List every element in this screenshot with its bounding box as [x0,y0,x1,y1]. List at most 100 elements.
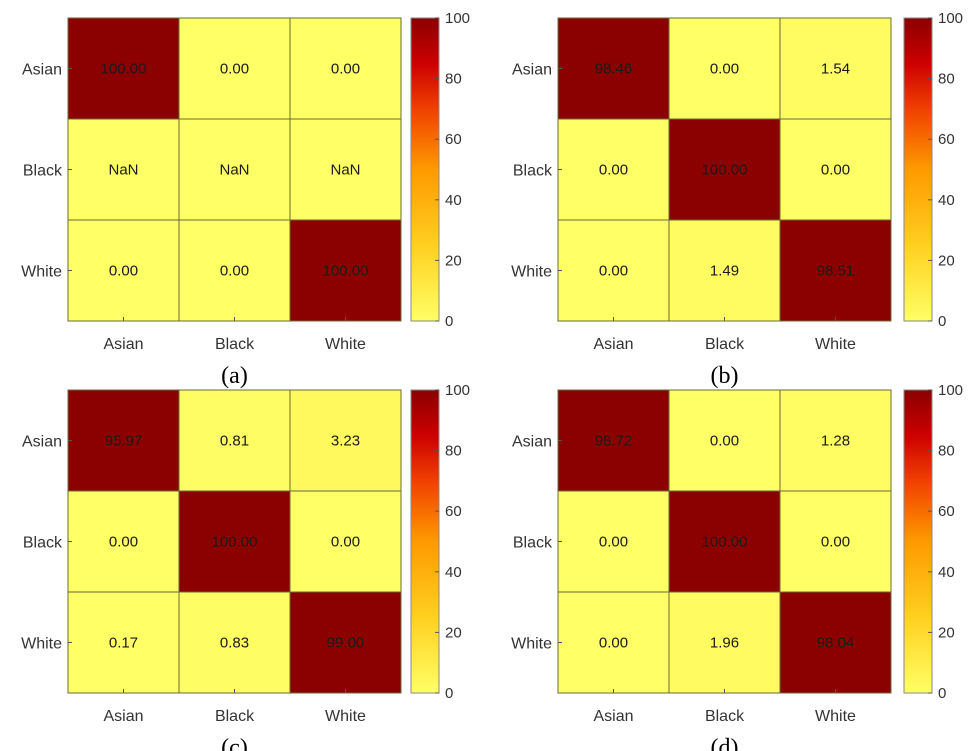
colorbar-tick-label: 60 [938,503,955,520]
y-tick-label: White [21,636,62,653]
colorbar-tick-label: 20 [938,624,955,641]
cell-value-label: 100.00 [212,534,258,551]
panel-label: (c) [221,735,248,751]
heatmap-panel: 95.97 0.81 3.23 0.00 100.00 0.00 0.17 0.83 99.00… [21,382,470,751]
cell-value-label: 0.00 [821,534,850,551]
heatmap-cell [178,490,291,593]
colorbar [903,17,933,322]
heatmap-cell [178,118,291,221]
y-tick-label: Asian [512,62,552,79]
heatmap-cell [557,389,670,492]
cell-value-label: 0.00 [710,433,739,450]
x-tick-label: White [325,708,366,725]
cell-value-label: 0.00 [109,263,138,280]
cell-value-label: 0.00 [599,263,628,280]
y-tick-label: White [21,264,62,281]
colorbar-tick-label: 40 [938,192,955,209]
colorbar-tick-label: 20 [445,624,462,641]
colorbar-tick-label: 80 [445,71,462,88]
cell-value-label: 100.00 [323,263,369,280]
heatmap-cell [178,389,291,492]
heatmap-cell [557,118,670,221]
cell-value-label: 0.00 [599,162,628,179]
cell-value-label: 0.17 [109,635,138,652]
cell-value-label: 95.97 [105,433,143,450]
cell-value-label: 98.04 [817,635,855,652]
heatmap-cell [67,389,180,492]
heatmap-panel: 98.46 0.00 1.54 0.00 100.00 0.00 0.00 1.49 98.51… [511,10,963,389]
cell-value-label: 100.00 [101,61,147,78]
colorbar [903,389,933,694]
heatmap-cell [779,17,892,120]
cell-value-label: 0.00 [710,61,739,78]
heatmap-cell [289,490,402,593]
panel-label: (b) [711,363,739,389]
cell-value-label: 3.23 [331,433,360,450]
colorbar-tick-label: 0 [938,313,946,330]
colorbar [410,17,440,322]
panel-label: (d) [711,735,739,751]
y-tick-label: White [511,264,552,281]
colorbar-tick-label: 80 [938,71,955,88]
y-tick-label: Asian [512,434,552,451]
heatmap-cell [668,219,781,322]
colorbar-tick-label: 0 [938,685,946,702]
cell-value-label: 0.00 [599,534,628,551]
colorbar-tick-label: 40 [445,564,462,581]
cell-value-label: 0.00 [821,162,850,179]
heatmap-cell [67,118,180,221]
heatmap-cell [557,219,670,322]
cell-value-label: 100.00 [702,534,748,551]
y-tick-label: Asian [22,434,62,451]
cell-value-label: NaN [330,162,360,179]
colorbar-tick-label: 20 [938,252,955,269]
cell-value-label: 99.00 [327,635,365,652]
y-tick-label: Black [23,163,63,180]
cell-value-label: 0.00 [220,263,249,280]
heatmap-cell [67,17,180,120]
colorbar-tick-label: 80 [938,443,955,460]
y-tick-label: Black [513,535,553,552]
x-tick-label: White [815,708,856,725]
x-tick-label: White [815,336,856,353]
x-tick-label: Asian [593,708,633,725]
cell-value-label: 0.00 [331,61,360,78]
x-tick-label: White [325,336,366,353]
x-tick-label: Asian [103,708,143,725]
cell-value-label: NaN [219,162,249,179]
colorbar-tick-label: 20 [445,252,462,269]
heatmap-cell [779,118,892,221]
colorbar-tick-label: 60 [445,503,462,520]
cell-value-label: 0.00 [220,61,249,78]
colorbar-tick-label: 80 [445,443,462,460]
cell-value-label: 98.46 [595,61,633,78]
colorbar-tick-label: 100 [445,10,470,27]
colorbar-tick-label: 40 [938,564,955,581]
cell-value-label: 1.28 [821,433,850,450]
x-tick-label: Black [215,708,255,725]
y-tick-label: White [511,636,552,653]
cell-value-label: 1.54 [821,61,850,78]
cell-value-label: 1.96 [710,635,739,652]
y-tick-label: Black [23,535,63,552]
cell-value-label: 0.81 [220,433,249,450]
cell-value-label: 98.51 [817,263,855,280]
colorbar-tick-label: 100 [938,10,963,27]
heatmap-cell [668,591,781,694]
heatmap-cell [289,118,402,221]
cell-value-label: 98.72 [595,433,633,450]
x-tick-label: Asian [103,336,143,353]
heatmap-cell [178,17,291,120]
cell-value-label: 0.00 [109,534,138,551]
heatmap-cell [67,490,180,593]
x-tick-label: Black [215,336,255,353]
panel-label: (a) [221,363,248,389]
y-tick-label: Black [513,163,553,180]
x-tick-label: Black [705,336,745,353]
heatmap-panel: 98.72 0.00 1.28 0.00 100.00 0.00 0.00 1.96 98.04… [511,382,963,751]
colorbar-tick-label: 0 [445,685,453,702]
x-tick-label: Black [705,708,745,725]
heatmap-panel: 100.00 0.00 0.00 NaN NaN NaN 0.00 0.00 100.00 Asi… [21,10,470,389]
heatmap-cell [289,389,402,492]
